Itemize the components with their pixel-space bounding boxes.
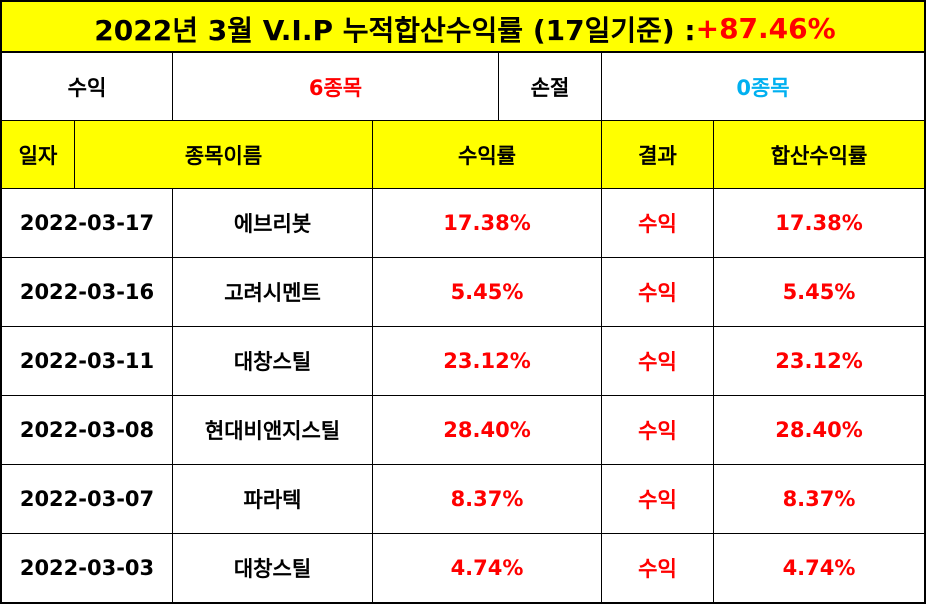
row-cumulative: 28.40% bbox=[775, 418, 863, 442]
row-rate: 4.74% bbox=[373, 534, 602, 602]
row-cumulative: 5.45% bbox=[782, 280, 856, 304]
row-rate: 17.38% bbox=[373, 189, 602, 257]
row-result: 수익 bbox=[602, 534, 714, 602]
header-result: 결과 bbox=[602, 121, 714, 188]
row-date: 2022-03-08 bbox=[2, 396, 173, 464]
row-rate: 8.37% bbox=[373, 465, 602, 533]
table-row: 2022-03-16 고려시멘트 5.45% 수익 5.45% bbox=[0, 258, 926, 327]
profit-count: 6종목 bbox=[173, 53, 499, 120]
row-result: 수익 bbox=[602, 396, 714, 464]
table-row: 2022-03-17 에브리봇 17.38% 수익 17.38% bbox=[0, 189, 926, 258]
row-stock-name: 고려시멘트 bbox=[173, 258, 373, 326]
row-date: 2022-03-03 bbox=[2, 534, 173, 602]
header-name: 종목이름 bbox=[75, 121, 373, 188]
table-row: 2022-03-11 대창스틸 23.12% 수익 23.12% bbox=[0, 327, 926, 396]
row-rate: 5.45% bbox=[373, 258, 602, 326]
loss-count: 0종목 bbox=[736, 75, 790, 100]
row-result: 수익 bbox=[602, 189, 714, 257]
row-cumulative: 23.12% bbox=[775, 349, 863, 373]
row-stock-name: 대창스틸 bbox=[173, 327, 373, 395]
row-rate: 23.12% bbox=[373, 327, 602, 395]
profit-label: 수익 bbox=[2, 53, 173, 120]
header-rate: 수익률 bbox=[373, 121, 602, 188]
row-date: 2022-03-17 bbox=[2, 189, 173, 257]
total-return: +87.46% bbox=[695, 12, 836, 45]
loss-label: 손절 bbox=[499, 53, 602, 120]
table-header: 일자 종목이름 수익률 결과 합산수익률 bbox=[0, 121, 926, 189]
row-date: 2022-03-11 bbox=[2, 327, 173, 395]
row-stock-name: 대창스틸 bbox=[173, 534, 373, 602]
row-result: 수익 bbox=[602, 327, 714, 395]
table-row: 2022-03-08 현대비앤지스틸 28.40% 수익 28.40% bbox=[0, 396, 926, 465]
row-result: 수익 bbox=[602, 465, 714, 533]
row-cumulative: 8.37% bbox=[782, 487, 856, 511]
row-rate: 28.40% bbox=[373, 396, 602, 464]
table-row: 2022-03-03 대창스틸 4.74% 수익 4.74% bbox=[0, 534, 926, 604]
summary-row: 수익 6종목 손절 0종목 bbox=[0, 53, 926, 121]
row-cumulative: 17.38% bbox=[775, 211, 863, 235]
header-date: 일자 bbox=[2, 121, 75, 188]
title-bar: 2022년 3월 V.I.P 누적합산수익률 (17일기준) : +87.46% bbox=[0, 0, 926, 53]
row-cumulative: 4.74% bbox=[782, 556, 856, 580]
row-result: 수익 bbox=[602, 258, 714, 326]
row-date: 2022-03-07 bbox=[2, 465, 173, 533]
row-date: 2022-03-16 bbox=[2, 258, 173, 326]
page-title: 2022년 3월 V.I.P 누적합산수익률 (17일기준) : +87.46% bbox=[2, 2, 926, 55]
header-cumulative: 합산수익률 bbox=[770, 143, 868, 168]
table-row: 2022-03-07 파라텍 8.37% 수익 8.37% bbox=[0, 465, 926, 534]
row-stock-name: 에브리봇 bbox=[173, 189, 373, 257]
row-stock-name: 현대비앤지스틸 bbox=[173, 396, 373, 464]
title-text: 2022년 3월 V.I.P 누적합산수익률 (17일기준) : bbox=[94, 13, 696, 47]
row-stock-name: 파라텍 bbox=[173, 465, 373, 533]
